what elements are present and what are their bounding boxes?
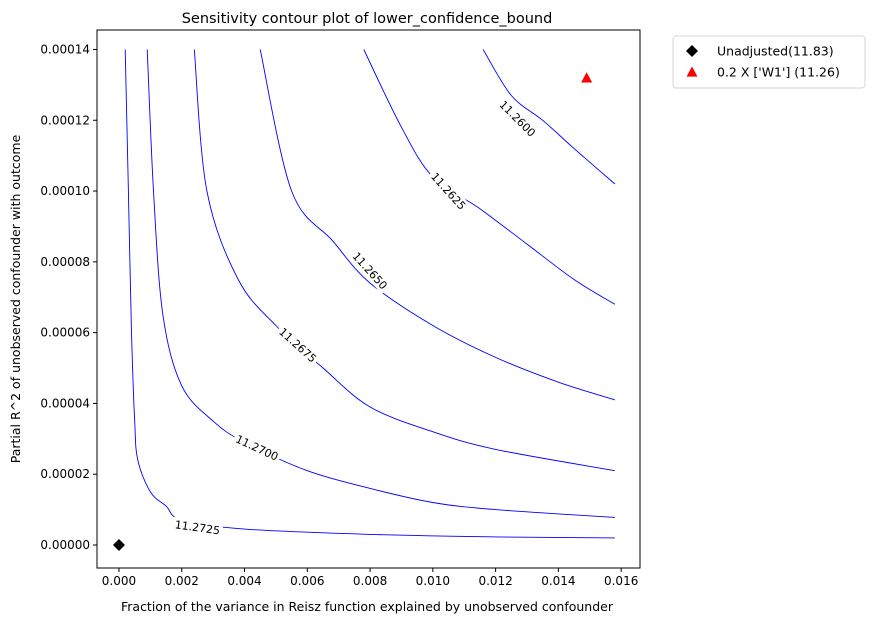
contour-label-background [274, 323, 322, 367]
contour-level-label: 11.2625 [428, 170, 468, 213]
x-tick-label: 0.002 [165, 574, 199, 588]
legend-frame [672, 35, 866, 89]
contour-lines [124, 49, 616, 539]
plot-area-frame [96, 29, 641, 569]
contour-level-label: 11.2725 [174, 518, 221, 537]
y-tick-label: 0.00006 [40, 326, 90, 340]
contour-level-label: 11.2700 [233, 433, 280, 464]
x-tick-label: 0.000 [102, 574, 136, 588]
legend-entry-label: Unadjusted(11.83) [717, 44, 834, 59]
y-tick-label: 0.00012 [40, 113, 90, 127]
benchmark-point [581, 72, 593, 83]
unadjusted-point [112, 538, 125, 551]
y-tick-label: 0.00004 [40, 396, 90, 410]
y-tick-label: 0.00008 [40, 255, 90, 269]
x-tick-label: 0.012 [478, 574, 512, 588]
contour-level-label: 11.2675 [276, 325, 319, 365]
contour-line [363, 49, 616, 305]
x-tick-label: 0.004 [227, 574, 261, 588]
x-tick-label: 0.014 [541, 574, 575, 588]
scenario-points [112, 72, 593, 551]
x-tick-label: 0.008 [353, 574, 387, 588]
y-axis-label: Partial R^2 of unobserved confounder wit… [8, 134, 23, 463]
contour-label-background [426, 167, 471, 215]
x-axis-label: Fraction of the variance in Reisz functi… [121, 599, 614, 614]
contour-line [193, 49, 615, 472]
legend: Unadjusted(11.83) 0.2 X ['W1'] (11.26) [672, 35, 866, 89]
contour-line [482, 49, 616, 185]
x-tick-label: 0.006 [290, 574, 324, 588]
chart-title: Sensitivity contour plot of lower_confid… [182, 11, 553, 27]
contour-labels: 11.2725 11.2700 11.2675 11.2650 11.2625 11.26… [171, 95, 541, 538]
y-tick-label: 0.00010 [40, 184, 90, 198]
legend-entry-label: 0.2 X ['W1'] (11.26) [717, 65, 840, 80]
contour-line [259, 49, 616, 401]
legend-triangle-marker [686, 66, 698, 77]
contour-level-label: 11.2650 [350, 250, 390, 293]
contour-level-label: 11.2600 [497, 98, 538, 139]
legend-diamond-marker [686, 45, 698, 57]
contour-label-background [348, 247, 392, 294]
contour-label-background [494, 95, 541, 142]
x-axis: 0.000 0.002 0.004 0.006 0.008 0.010 0.012 0.014… [102, 568, 638, 588]
y-axis: 0.00000 0.00002 0.00004 0.00006 0.00008 0.000… [40, 42, 97, 552]
contour-label-background [231, 430, 283, 465]
x-tick-label: 0.016 [604, 574, 638, 588]
y-tick-label: 0.00002 [40, 467, 90, 481]
contour-line [124, 49, 615, 539]
y-tick-label: 0.00014 [40, 42, 90, 56]
contour-label-background [171, 516, 224, 538]
y-tick-label: 0.00000 [40, 538, 90, 552]
x-tick-label: 0.010 [416, 574, 450, 588]
